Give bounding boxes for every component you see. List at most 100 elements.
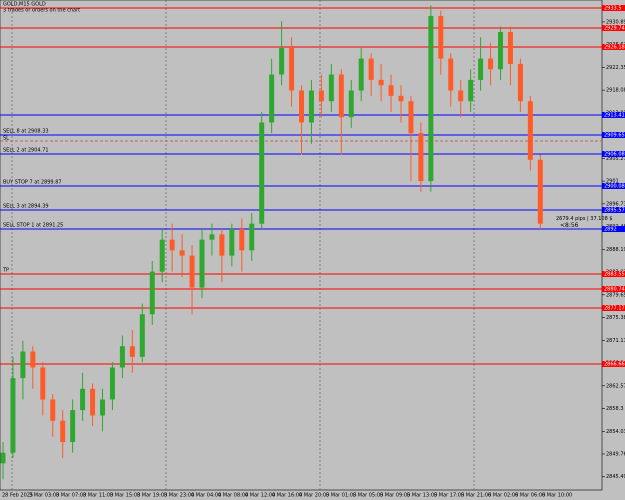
candle-body	[259, 122, 265, 224]
candle-body	[448, 58, 454, 91]
x-tick-label: 3 Mar 07:00	[56, 493, 86, 499]
candle-body	[189, 255, 195, 288]
price-tag-label: 2866.66	[604, 361, 625, 367]
candle-body	[517, 63, 523, 102]
candle-body	[299, 90, 304, 123]
y-tick-label: 2871.11	[606, 338, 625, 344]
candle-body	[289, 47, 295, 91]
price-tag	[602, 43, 625, 50]
price-tag	[602, 132, 625, 139]
candle-body	[129, 346, 135, 357]
price-tag	[602, 4, 625, 11]
x-tick-label: 4 Mar 04:00	[191, 493, 221, 499]
candle-body	[169, 239, 175, 251]
candle-body	[109, 367, 115, 400]
x-tick-label: 6 Mar 06:00	[515, 493, 545, 499]
y-tick-label: 2918.08	[606, 88, 625, 94]
candle-body	[229, 229, 235, 256]
candle-body	[368, 58, 374, 80]
price-tag-label: 2883.55	[604, 272, 625, 278]
price-tag	[602, 285, 625, 292]
candle-body	[537, 159, 543, 224]
candle-body	[279, 47, 285, 75]
candle-body	[418, 133, 424, 182]
candle-body	[119, 346, 125, 368]
price-tag-label: 2895.57	[604, 208, 625, 214]
y-tick-label: 2858.3	[606, 406, 624, 412]
price-tag-label: 2933.5	[604, 5, 622, 11]
chart-title: GOLD,M15 GOLD	[3, 2, 46, 8]
price-tag	[602, 25, 625, 32]
y-tick-label: 2888.19	[606, 247, 625, 253]
candle-body	[468, 79, 474, 102]
y-tick-label: 2854.03	[606, 429, 625, 435]
x-tick-label: 3 Mar 23:00	[164, 493, 194, 499]
candle-body	[398, 95, 404, 102]
y-tick-label: 2875.38	[606, 315, 625, 321]
sl-label: SL	[3, 135, 9, 141]
x-tick-label: 3 Mar 03:00	[29, 493, 59, 499]
price-tag	[602, 207, 625, 214]
level-label: SELL 3 at 2894.39	[3, 204, 49, 210]
y-tick-label: 2905.27	[606, 156, 625, 162]
bar-timer: <8:56	[560, 222, 579, 229]
price-tag-label: 2909.65	[604, 133, 625, 139]
price-tag-label: 2892	[604, 227, 617, 233]
price-tag-label: 2913.41	[604, 112, 625, 118]
candle-body	[20, 351, 26, 379]
y-tick-label: 2930.89	[606, 19, 625, 25]
candle-body	[328, 74, 334, 102]
price-tag	[602, 271, 625, 278]
candle-body	[428, 15, 434, 182]
candle-body	[139, 314, 145, 357]
candle-body	[408, 101, 414, 134]
candle-body	[179, 250, 185, 256]
y-tick-label: 2922.35	[606, 65, 625, 71]
candle-body	[478, 58, 484, 80]
candle-body	[199, 239, 205, 288]
y-tick-label: 2879.65	[606, 292, 625, 298]
price-tag-label: 2900.08	[604, 183, 625, 189]
candle-body	[159, 239, 165, 272]
candle-body	[249, 223, 255, 251]
candle-body	[60, 420, 66, 443]
candle-body	[70, 410, 76, 443]
candle-body	[358, 58, 364, 91]
price-tag-label: 2877.17	[604, 306, 625, 312]
y-tick-label: 2896.73	[606, 201, 625, 207]
candle-body	[498, 31, 503, 70]
candle-body	[40, 367, 46, 400]
candle-body	[507, 31, 513, 64]
x-tick-label: 5 Mar 01:00	[326, 493, 356, 499]
x-tick-label: 4 Mar 20:00	[299, 493, 329, 499]
plot-area	[0, 0, 603, 491]
candle-body	[438, 15, 444, 59]
x-tick-label: 5 Mar 13:00	[407, 493, 437, 499]
candle-body	[219, 234, 225, 256]
candle-body	[149, 271, 155, 315]
candle-body	[100, 399, 105, 416]
candle-body	[50, 399, 56, 421]
x-tick-label: 4 Mar 16:00	[272, 493, 302, 499]
candle-body	[348, 90, 354, 118]
price-tag-label: 2906.08	[604, 152, 625, 158]
x-tick-label: 28 Feb 2025	[2, 493, 33, 499]
candle-body	[388, 85, 394, 96]
candle-body	[458, 90, 464, 102]
y-tick-label: 2862.57	[606, 383, 625, 389]
price-tag	[602, 182, 625, 189]
level-label: SELL STOP 1 at 2891.25	[3, 223, 63, 229]
price-tag	[602, 305, 625, 312]
candle-body	[308, 90, 314, 123]
candle-body	[269, 74, 275, 123]
level-label: TP	[2, 268, 9, 274]
level-label: SELL 2 at 2904.71	[3, 148, 49, 154]
price-tag	[602, 360, 625, 367]
candle-body	[338, 74, 344, 118]
level-label: SELL 8 at 2908.33	[3, 129, 49, 135]
candle-body	[30, 351, 36, 368]
chart-subtitle: 3 trades or orders on the chart	[3, 8, 80, 14]
x-tick-label: 4 Mar 12:00	[245, 493, 275, 499]
x-tick-label: 5 Mar 05:00	[353, 493, 383, 499]
x-tick-label: 5 Mar 21:00	[461, 493, 491, 499]
